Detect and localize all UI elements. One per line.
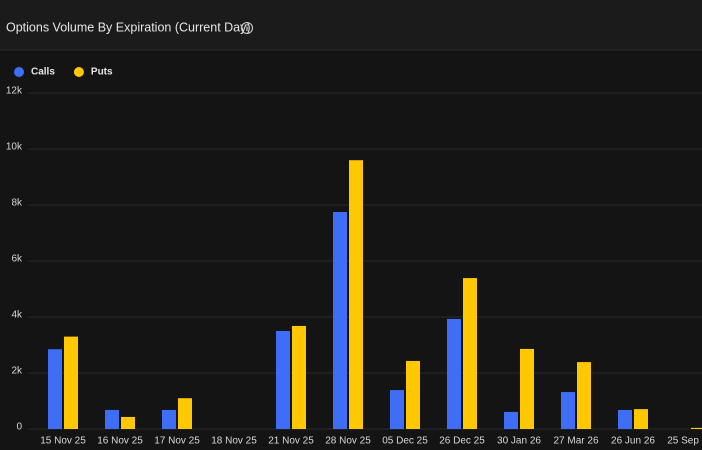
bar [463,278,477,429]
bar [121,416,135,429]
y-tick-label: 4k [11,310,23,321]
x-tick-label: 16 Nov 25 [97,436,143,447]
legend-marker[interactable] [73,67,84,77]
bar [577,362,591,429]
legend-label[interactable]: Puts [91,67,113,78]
x-tick-label: 26 Jun 26 [611,436,655,447]
bar [520,348,534,429]
bar [48,349,62,429]
bar [292,325,306,429]
x-tick-label: 25 Sep 26 [667,436,702,447]
header [0,0,702,50]
y-tick-label: 10k [6,142,23,153]
bar [504,411,518,429]
x-tick-label: 15 Nov 25 [40,436,86,447]
y-tick-label: 12k [6,86,23,97]
bar [105,409,119,429]
y-tick-label: 0 [16,422,22,433]
bar [691,427,702,429]
bar [333,212,347,429]
bar [162,409,176,429]
bar [178,398,192,429]
bar [276,331,290,429]
x-tick-label: 18 Nov 25 [211,436,257,447]
x-tick-label: 17 Nov 25 [154,436,200,447]
y-tick-label: 2k [11,366,23,377]
info-icon[interactable] [240,21,254,35]
bar [561,392,575,429]
y-tick-label: 8k [11,198,23,209]
chart-title: Options Volume By Expiration (Current Da… [6,20,251,34]
bar [64,336,78,429]
x-tick-label: 28 Nov 25 [325,436,371,447]
bar [618,409,632,429]
info-circle[interactable] [240,21,254,35]
x-tick-label: 27 Mar 26 [553,436,598,447]
bar [634,409,648,429]
bar [390,390,404,429]
bar [447,318,461,429]
legend-marker[interactable] [14,67,24,77]
bar [349,160,363,429]
x-tick-label: 26 Dec 25 [439,436,485,447]
bar [406,360,420,429]
x-tick-label: 21 Nov 25 [268,436,314,447]
info-dot[interactable] [246,24,248,26]
legend-label[interactable]: Calls [31,67,55,78]
y-tick-label: 6k [11,254,23,265]
x-tick-label: 05 Dec 25 [382,436,428,447]
x-tick-label: 30 Jan 26 [497,436,541,447]
